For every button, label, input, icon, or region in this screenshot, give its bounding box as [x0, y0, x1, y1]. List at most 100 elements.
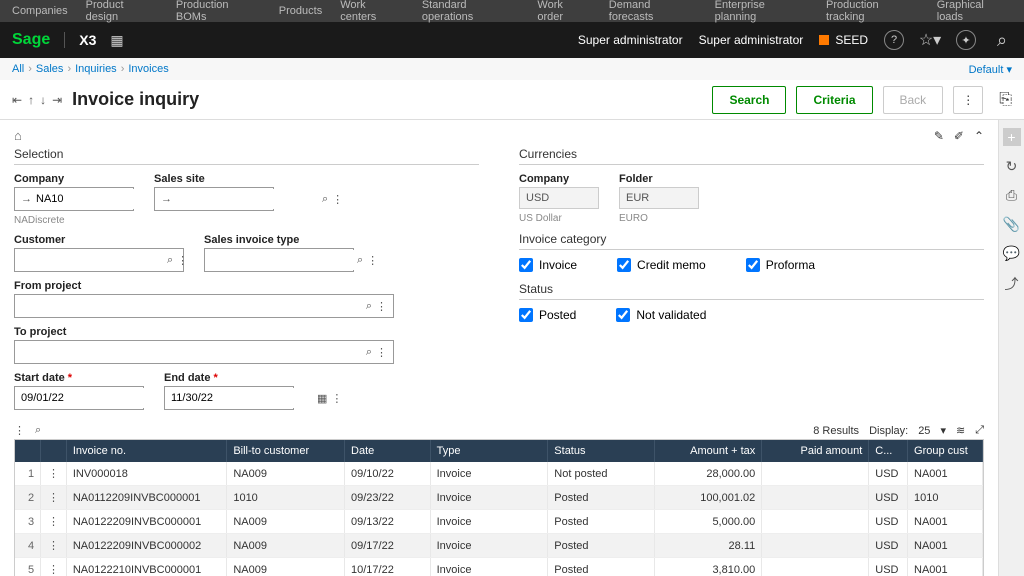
table-row[interactable]: 1⋮INV000018NA00909/10/22InvoiceNot poste… — [15, 462, 983, 486]
more-actions-button[interactable]: ⋮ — [953, 86, 983, 114]
check-credit-memo[interactable]: Credit memo — [617, 258, 706, 272]
col-header[interactable]: Invoice no. — [66, 440, 226, 462]
from-project-input[interactable]: ⌕⋮ — [14, 294, 394, 318]
col-header[interactable]: Paid amount — [762, 440, 869, 462]
col-header[interactable]: Type — [430, 440, 548, 462]
top-nav: Companies Product design Production BOMs Pr… — [0, 0, 1024, 22]
table-row[interactable]: 2⋮NA0112209INVBC000001101009/23/22Invoic… — [15, 486, 983, 510]
last-icon: ⇥ — [52, 93, 62, 107]
collapse-icon[interactable]: ⌃ — [974, 129, 984, 143]
section-currencies: Currencies — [519, 147, 984, 165]
table-row[interactable]: 5⋮NA0122210INVBC000001NA00910/17/22Invoi… — [15, 558, 983, 576]
col-header[interactable]: Amount + tax — [655, 440, 762, 462]
topnav-item[interactable]: Product design — [86, 0, 158, 23]
check-not-validated[interactable]: Not validated — [616, 308, 706, 322]
expand-icon[interactable]: ⤢ — [975, 424, 984, 437]
breadcrumb-item[interactable]: Sales — [36, 63, 64, 75]
check-proforma[interactable]: Proforma — [746, 258, 815, 272]
table-menu-icon[interactable]: ⋮ — [14, 424, 25, 437]
attach-icon[interactable]: 📎 — [1003, 216, 1020, 233]
criteria-button[interactable]: Criteria — [796, 86, 872, 114]
display-value[interactable]: 25 — [918, 425, 930, 437]
label-customer: Customer — [14, 234, 184, 246]
user-role-1[interactable]: Super administrator — [578, 33, 683, 47]
home-icon[interactable]: ⌂ — [14, 128, 22, 143]
table-row[interactable]: 3⋮NA0122209INVBC000001NA00909/13/22Invoi… — [15, 510, 983, 534]
record-nav[interactable]: ⇤↑↓⇥ — [12, 93, 62, 107]
calendar-icon[interactable]: ▦ — [110, 32, 123, 49]
search-icon[interactable]: ⌕ — [992, 30, 1012, 50]
topnav-item[interactable]: Standard operations — [422, 0, 520, 23]
sales-site-input[interactable]: →⌕⋮ — [154, 187, 274, 211]
help-icon[interactable]: ? — [884, 30, 904, 50]
col-header[interactable] — [15, 440, 41, 462]
topnav-item[interactable]: Graphical loads — [937, 0, 1012, 23]
edit-icon[interactable]: ✐ — [954, 129, 964, 143]
right-toolbar: + ↻ ⎙ 📎 💬 ⤴ — [998, 120, 1024, 576]
section-selection: Selection — [14, 147, 479, 165]
breadcrumb-path: All›Sales›Inquiries›Invoices — [12, 63, 169, 75]
section-status: Status — [519, 282, 984, 300]
topnav-item[interactable]: Demand forecasts — [609, 0, 697, 23]
print-icon[interactable]: ⎙ — [1006, 187, 1017, 204]
refresh-icon[interactable]: ↻ — [1006, 158, 1018, 175]
topnav-item[interactable]: Work centers — [340, 0, 404, 23]
label-sales-invoice-type: Sales invoice type — [204, 234, 354, 246]
default-link[interactable]: Default ▾ — [969, 63, 1012, 76]
add-icon[interactable]: + — [1003, 128, 1021, 146]
label-start-date: Start date — [14, 372, 144, 384]
topnav-item[interactable]: Products — [279, 5, 322, 17]
user-role-2[interactable]: Super administrator — [699, 33, 804, 47]
col-header[interactable] — [41, 440, 67, 462]
to-project-input[interactable]: ⌕⋮ — [14, 340, 394, 364]
layers-icon[interactable]: ≋ — [956, 424, 965, 437]
cur-company-value: USD — [519, 187, 599, 209]
check-invoice[interactable]: Invoice — [519, 258, 577, 272]
results-table: Invoice no.Bill-to customerDateTypeStatu… — [14, 439, 984, 576]
company-sub: NADiscrete — [14, 215, 134, 226]
table-body: 1⋮INV000018NA00909/10/22InvoiceNot poste… — [15, 462, 983, 576]
env-indicator[interactable]: SEED — [819, 33, 868, 47]
label-cur-company: Company — [519, 173, 599, 185]
breadcrumb-item[interactable]: All — [12, 63, 24, 75]
table-header-row: Invoice no.Bill-to customerDateTypeStatu… — [15, 440, 983, 462]
share-icon[interactable]: ⤴ — [1005, 274, 1019, 294]
first-icon: ⇤ — [12, 93, 22, 107]
pin-icon[interactable]: ✎ — [934, 129, 944, 143]
search-button[interactable]: Search — [712, 86, 786, 114]
breadcrumb-item[interactable]: Inquiries — [75, 63, 117, 75]
table-search-icon[interactable]: ⌕ — [35, 424, 41, 437]
start-date-input[interactable]: ▦⋮ — [14, 386, 144, 410]
up-icon: ↑ — [28, 93, 34, 107]
product-name: X3 — [64, 32, 96, 48]
dropdown-icon[interactable]: ▾ — [940, 424, 946, 437]
col-header[interactable]: Date — [345, 440, 431, 462]
favorite-icon[interactable]: ☆▾ — [920, 30, 940, 50]
breadcrumb-item[interactable]: Invoices — [128, 63, 168, 75]
table-row[interactable]: 4⋮NA0122209INVBC000002NA00909/17/22Invoi… — [15, 534, 983, 558]
arrow-icon: → — [19, 193, 34, 205]
check-posted[interactable]: Posted — [519, 308, 576, 322]
topnav-item[interactable]: Production BOMs — [176, 0, 261, 23]
company-input[interactable]: → ⌕⋮ — [14, 187, 134, 211]
label-company: Company — [14, 173, 134, 185]
col-header[interactable]: Group cust — [908, 440, 983, 462]
exit-icon[interactable]: ⎘ — [999, 91, 1012, 109]
sales-invoice-type-input[interactable]: ⌕⋮ — [204, 248, 354, 272]
col-header[interactable]: C... — [869, 440, 908, 462]
topnav-item[interactable]: Production tracking — [826, 0, 919, 23]
topnav-item[interactable]: Enterprise planning — [715, 0, 808, 23]
col-header[interactable]: Status — [548, 440, 655, 462]
compass-icon[interactable]: ✦ — [956, 30, 976, 50]
comment-icon[interactable]: 💬 — [1003, 245, 1020, 262]
results-count: 8 Results — [813, 425, 859, 437]
breadcrumb: All›Sales›Inquiries›Invoices Default ▾ — [0, 58, 1024, 80]
cur-folder-value: EUR — [619, 187, 699, 209]
end-date-input[interactable]: ▦⋮ — [164, 386, 294, 410]
topnav-item[interactable]: Companies — [12, 5, 68, 17]
back-button[interactable]: Back — [883, 86, 944, 114]
customer-input[interactable]: ⌕⋮ — [14, 248, 184, 272]
topnav-item[interactable]: Work order — [537, 0, 590, 23]
col-header[interactable]: Bill-to customer — [227, 440, 345, 462]
label-to-project: To project — [14, 326, 479, 338]
